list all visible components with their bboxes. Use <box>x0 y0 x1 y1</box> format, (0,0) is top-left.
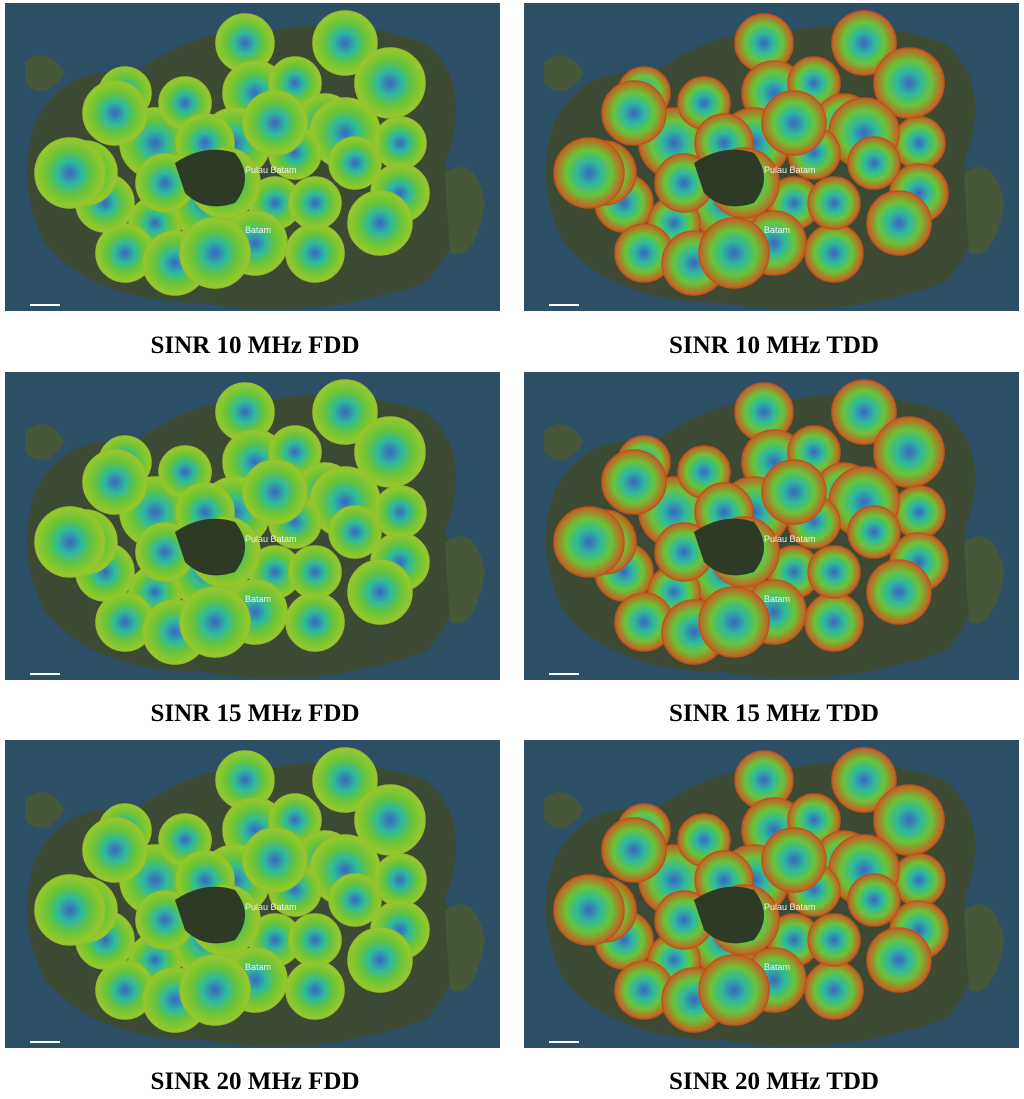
cell-coverage <box>848 137 900 189</box>
cell-coverage <box>348 928 412 992</box>
map-image: Batam Pulau Batam <box>524 740 1019 1048</box>
cell-coverage <box>699 587 769 657</box>
map-image: Batam Pulau Batam <box>5 740 500 1048</box>
map-label: Batam <box>245 225 271 235</box>
cell-coverage <box>243 828 307 892</box>
cell-coverage <box>286 224 344 282</box>
map-label: Pulau Batam <box>764 165 816 175</box>
map-label: Batam <box>764 594 790 604</box>
cell-coverage <box>805 224 863 282</box>
cell-coverage <box>348 191 412 255</box>
cell-coverage <box>329 874 381 926</box>
caption: SINR 20 MHz TDD <box>524 1068 1024 1096</box>
map-image: Batam Pulau Batam <box>5 3 500 311</box>
map-label: Pulau Batam <box>764 902 816 912</box>
cell-coverage <box>329 137 381 189</box>
cell-coverage <box>289 546 341 598</box>
cell-coverage <box>893 854 945 906</box>
cell-coverage <box>83 818 147 882</box>
cell-coverage <box>374 117 426 169</box>
map-label: Batam <box>245 594 271 604</box>
cell-coverage <box>35 138 105 208</box>
map-image: Batam Pulau Batam <box>524 3 1019 311</box>
cell-coverage <box>602 818 666 882</box>
cell-coverage <box>35 507 105 577</box>
cell-coverage <box>808 914 860 966</box>
cell-coverage <box>893 117 945 169</box>
caption: SINR 10 MHz FDD <box>5 332 505 360</box>
cell-coverage <box>180 218 250 288</box>
cell-coverage <box>286 961 344 1019</box>
map-label: Batam <box>764 962 790 972</box>
cell-coverage <box>699 955 769 1025</box>
cell-coverage <box>762 460 826 524</box>
cell-coverage <box>35 875 105 945</box>
cell-coverage <box>762 828 826 892</box>
cell-coverage <box>808 546 860 598</box>
caption: SINR 15 MHz FDD <box>5 700 505 728</box>
cell-coverage <box>554 138 624 208</box>
map-label: Pulau Batam <box>764 534 816 544</box>
map-label: Batam <box>764 225 790 235</box>
cell-coverage <box>867 191 931 255</box>
map-label: Pulau Batam <box>245 902 297 912</box>
cell-coverage <box>180 587 250 657</box>
figure: Batam Pulau Batam SINR 10 MHz FDD Batam Pula… <box>0 0 1024 1099</box>
cell-coverage <box>867 560 931 624</box>
cell-coverage <box>243 460 307 524</box>
caption: SINR 10 MHz TDD <box>524 332 1024 360</box>
cell-coverage <box>602 81 666 145</box>
cell-coverage <box>83 81 147 145</box>
cell-coverage <box>289 914 341 966</box>
cell-coverage <box>699 218 769 288</box>
map-label: Pulau Batam <box>245 534 297 544</box>
cell-coverage <box>867 928 931 992</box>
cell-coverage <box>893 486 945 538</box>
map-image: Batam Pulau Batam <box>5 372 500 680</box>
cell-coverage <box>602 450 666 514</box>
caption: SINR 15 MHz TDD <box>524 700 1024 728</box>
cell-coverage <box>374 486 426 538</box>
cell-coverage <box>329 506 381 558</box>
cell-coverage <box>848 874 900 926</box>
cell-coverage <box>286 593 344 651</box>
cell-coverage <box>348 560 412 624</box>
map-label: Batam <box>245 962 271 972</box>
cell-coverage <box>374 854 426 906</box>
cell-coverage <box>805 593 863 651</box>
cell-coverage <box>762 91 826 155</box>
map-image: Batam Pulau Batam <box>524 372 1019 680</box>
cell-coverage <box>180 955 250 1025</box>
caption: SINR 20 MHz FDD <box>5 1068 505 1096</box>
cell-coverage <box>808 177 860 229</box>
map-label: Pulau Batam <box>245 165 297 175</box>
cell-coverage <box>83 450 147 514</box>
cell-coverage <box>243 91 307 155</box>
cell-coverage <box>554 875 624 945</box>
cell-coverage <box>554 507 624 577</box>
cell-coverage <box>805 961 863 1019</box>
cell-coverage <box>848 506 900 558</box>
cell-coverage <box>289 177 341 229</box>
